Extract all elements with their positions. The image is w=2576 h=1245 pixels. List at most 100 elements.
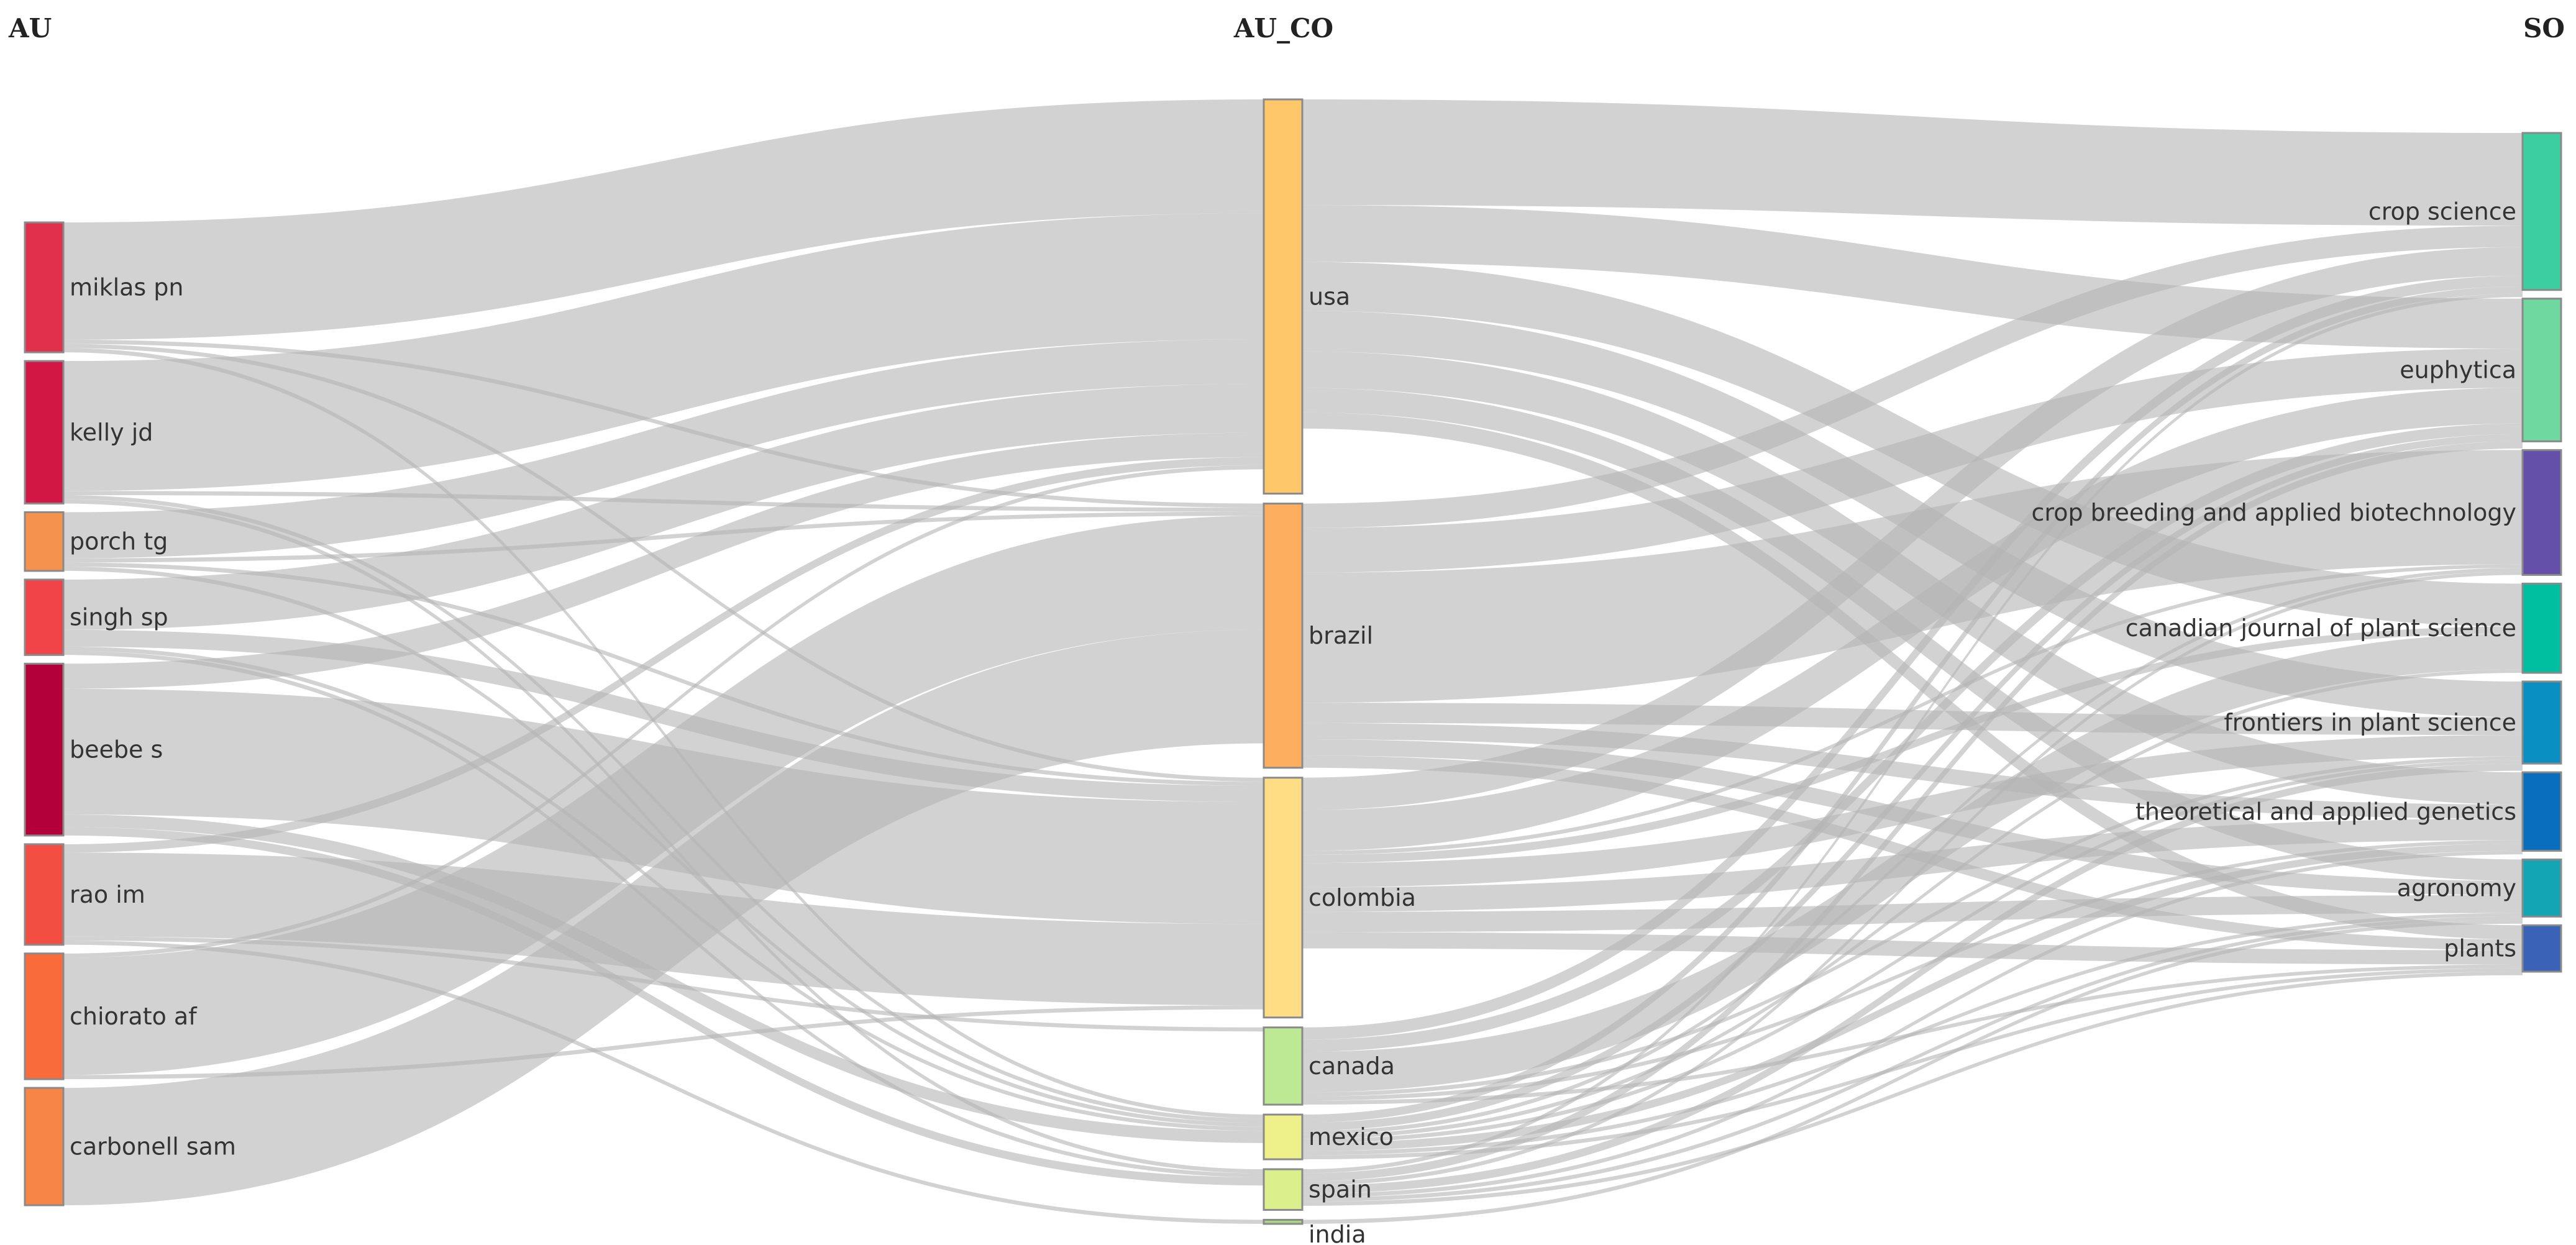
node-label-colombia: colombia [1309,884,1416,911]
node-label-singh: singh sp [70,604,168,631]
nodes-layer [24,98,2562,1225]
link-canada-to-cjps [1302,633,2523,1093]
node-canada[interactable] [1263,1026,1304,1106]
link-mexico-to-cropsci [1302,286,2523,1123]
link-colombia-to-plants [1302,932,2523,965]
node-plants[interactable] [2521,924,2562,973]
link-spain-to-euphytica [1302,441,2523,1182]
link-mexico-to-cbab [1302,567,2523,1135]
link-rao-to-usa [63,457,1264,853]
node-miklas[interactable] [24,221,65,353]
link-beebe-to-mexico [63,814,1264,1143]
link-spain-to-cropsci [1302,293,2523,1174]
link-kelly-to-usa [63,213,1264,491]
node-label-cjps: canadian journal of plant science [2126,614,2516,642]
link-miklas-to-mexico [63,348,1264,1119]
column-title-so: SO [2523,13,2565,43]
node-usa[interactable] [1263,98,1304,495]
node-label-cbab: crop breeding and applied biotechnology [2032,499,2516,526]
node-label-euphytica: euphytica [2400,357,2516,384]
link-chiorato-to-colombia [63,1005,1264,1080]
node-label-tag: theoretical and applied genetics [2135,798,2516,825]
link-singh-to-usa [63,383,1264,630]
link-mexico-to-plants [1302,968,2523,1160]
link-beebe-to-spain [63,827,1264,1186]
node-label-rao: rao im [70,881,145,908]
node-agronomy[interactable] [2521,858,2562,918]
node-label-agronomy: agronomy [2397,874,2516,901]
link-brazil-to-cropsci [1302,226,2523,528]
link-beebe-to-usa [63,432,1264,689]
node-cjps[interactable] [2521,582,2562,674]
node-singh[interactable] [24,578,65,656]
node-colombia[interactable] [1263,777,1304,1019]
node-label-cropsci: crop science [2368,198,2516,225]
node-mexico[interactable] [1263,1113,1304,1161]
node-label-spain: spain [1309,1176,1372,1203]
link-spain-to-agronomy [1302,916,2523,1202]
link-chiorato-to-usa [63,465,1264,958]
node-label-mexico: mexico [1309,1123,1394,1151]
node-carbonell[interactable] [24,1087,65,1206]
node-label-brazil: brazil [1309,622,1373,649]
node-porch[interactable] [24,511,65,572]
link-spain-to-plants [1302,972,2523,1206]
link-spain-to-cbab [1302,571,2523,1186]
link-porch-to-colombia [63,562,1264,786]
node-label-chiorato: chiorato af [70,1003,198,1030]
node-label-canada: canada [1309,1052,1395,1080]
node-label-kelly: kelly jd [70,419,153,446]
link-canada-to-frontiers [1302,756,2523,1097]
link-chiorato-to-brazil [63,516,1264,1075]
node-cbab[interactable] [2521,449,2562,576]
link-carbonell-to-brazil [63,629,1264,1205]
node-label-miklas: miklas pn [70,274,184,301]
node-brazil[interactable] [1263,503,1304,769]
link-colombia-to-cbab [1302,564,2523,855]
column-title-au-co: AU_CO [1233,13,1333,43]
link-canada-to-euphytica [1302,423,2523,1052]
link-colombia-to-cjps [1302,626,2523,864]
node-label-india: india [1309,1221,1366,1245]
link-mexico-to-tag [1302,843,2523,1151]
link-colombia-to-euphytica [1302,388,2523,851]
node-frontiers[interactable] [2521,680,2562,765]
link-porch-to-brazil [63,511,1264,563]
node-euphytica[interactable] [2521,298,2562,442]
node-label-beebe: beebe s [70,736,163,764]
node-rao[interactable] [24,843,65,946]
node-chiorato[interactable] [24,952,65,1080]
link-miklas-to-usa [63,99,1264,340]
node-beebe[interactable] [24,662,65,837]
labels-layer: miklas pn kelly jd porch tg singh sp beebe s… [70,198,2516,1245]
link-spain-to-tag [1302,851,2523,1198]
column-title-au: AU [8,13,52,43]
link-miklas-to-brazil [63,339,1264,508]
link-colombia-to-cropsci [1302,247,2523,811]
link-colombia-to-agronomy [1302,895,2523,933]
link-rao-to-india [63,941,1264,1224]
link-mexico-to-agronomy [1302,913,2523,1156]
node-kelly[interactable] [24,360,65,504]
link-rao-to-canada [63,936,1264,1032]
link-usa-to-cropsci [1302,99,2523,226]
node-label-usa: usa [1309,283,1350,310]
link-canada-to-cropsci [1302,275,2523,1040]
link-brazil-to-euphytica [1302,349,2523,573]
node-spain[interactable] [1263,1168,1304,1211]
node-cropsci[interactable] [2521,132,2562,291]
link-singh-to-colombia [63,629,1264,803]
link-canada-to-tag [1302,840,2523,1101]
link-mexico-to-euphytica [1302,434,2523,1131]
node-tag[interactable] [2521,771,2562,852]
link-spain-to-frontiers [1302,764,2523,1194]
node-label-frontiers: frontiers in plant science [2224,709,2516,736]
link-brazil-to-frontiers [1302,703,2523,736]
link-usa-to-plants [1302,412,2523,940]
node-label-carbonell: carbonell sam [70,1133,236,1161]
node-label-porch: porch tg [70,528,168,555]
link-india-to-agronomy [1302,920,2523,1224]
node-india[interactable] [1263,1218,1304,1225]
node-label-plants: plants [2444,935,2516,962]
